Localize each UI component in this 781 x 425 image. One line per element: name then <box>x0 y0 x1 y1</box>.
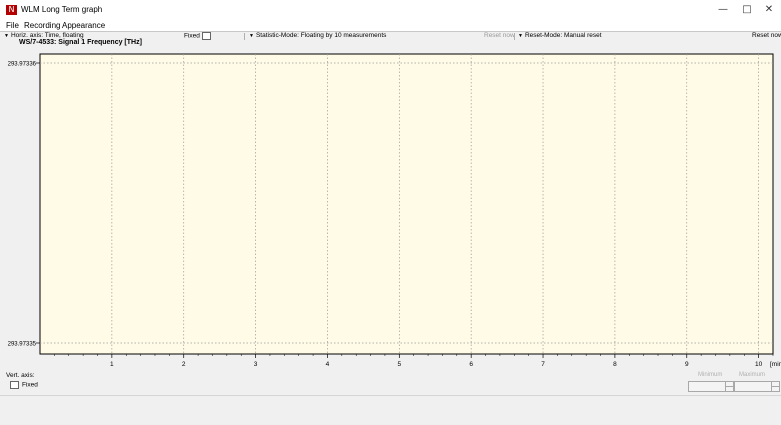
minimize-icon[interactable]: — <box>718 4 728 15</box>
checkbox-icon <box>10 381 19 389</box>
dropdown-arrow-icon: ▼ <box>4 33 9 39</box>
vert-fixed-checkbox[interactable]: Fixed <box>10 381 38 389</box>
maximize-icon[interactable]: □ <box>742 4 752 15</box>
plot-panel: 1 2 3 4 5 6 7 8 9 10 [min] 293.97336 293.97335 <box>0 47 781 369</box>
vert-axis-panel: Vert. axis: Fixed Minimum Maximum <box>0 369 781 395</box>
horiz-axis-dropdown[interactable]: ▼ Horiz. axis: Time, floating <box>4 32 84 40</box>
divider <box>514 33 515 40</box>
x-tick-label: 6 <box>469 361 473 368</box>
maximum-input[interactable] <box>734 381 780 392</box>
menu-file[interactable]: File <box>6 21 19 30</box>
y-tick-label: 293.97336 <box>8 62 37 68</box>
x-tick-label: 8 <box>613 361 617 368</box>
spinner-icon[interactable] <box>771 382 779 391</box>
menu-appearance[interactable]: Appearance <box>62 21 106 30</box>
dropdown-arrow-icon: ▼ <box>518 33 523 39</box>
statistic-mode-dropdown[interactable]: ▼ Statistic-Mode: Floating by 10 measurem… <box>249 32 386 40</box>
horiz-fixed-label: Fixed <box>184 32 200 40</box>
settings-bar: ▼ Horiz. axis: Time, floating Fixed ▼ Stat… <box>0 31 781 41</box>
window-title: WLM Long Term graph <box>21 5 103 14</box>
vert-axis-label: Vert. axis: <box>6 372 35 379</box>
maximum-label: Maximum <box>739 372 766 378</box>
y-tick-label: 293.97335 <box>8 342 37 348</box>
close-icon[interactable]: ✕ <box>764 4 774 15</box>
x-tick-label: 7 <box>541 361 545 368</box>
vert-fixed-label: Fixed <box>22 381 38 389</box>
minimum-input[interactable] <box>688 381 734 392</box>
x-tick-label: 4 <box>326 361 330 368</box>
x-tick-label: 9 <box>685 361 689 368</box>
plot-area <box>39 53 774 355</box>
horiz-axis-label: Horiz. axis: Time, floating <box>10 32 84 39</box>
reset-now-button[interactable]: Reset now <box>752 32 781 39</box>
x-axis-label: [min] <box>770 361 781 368</box>
x-tick-label: 2 <box>182 361 186 368</box>
frequency-graph[interactable]: 1 2 3 4 5 6 7 8 9 10 [min] 293.97336 293.97335 <box>0 47 781 369</box>
reset-mode-dropdown[interactable]: ▼ Reset-Mode: Manual reset <box>518 32 602 40</box>
x-tick-label: 5 <box>398 361 402 368</box>
signal-label: WS/7-4533: Signal 1 Frequency [THz] <box>19 39 142 46</box>
menu-recording[interactable]: Recording <box>24 21 61 30</box>
signal-header: WS/7-4533: Signal 1 Frequency [THz] <box>0 39 781 47</box>
minimum-label: Minimum <box>698 372 723 378</box>
divider <box>244 33 245 40</box>
x-tick-label: 3 <box>254 361 258 368</box>
horiz-fixed-checkbox[interactable]: Fixed <box>184 32 211 41</box>
bottom-status-bar <box>0 395 781 425</box>
x-tick-label: 1 <box>110 361 114 368</box>
statistic-mode-label: Statistic-Mode: Floating by 10 measureme… <box>255 32 387 39</box>
app-logo-icon: N <box>6 5 17 15</box>
reset-now-disabled-button[interactable]: Reset now <box>484 32 515 39</box>
spinner-icon[interactable] <box>725 382 733 391</box>
menu-bar: File Recording Appearance <box>0 20 781 31</box>
checkbox-icon <box>201 32 211 40</box>
x-tick-label: 10 <box>755 361 763 368</box>
dropdown-arrow-icon: ▼ <box>249 33 254 39</box>
title-bar: N WLM Long Term graph — □ ✕ <box>0 0 781 20</box>
reset-mode-label: Reset-Mode: Manual reset <box>524 32 602 39</box>
